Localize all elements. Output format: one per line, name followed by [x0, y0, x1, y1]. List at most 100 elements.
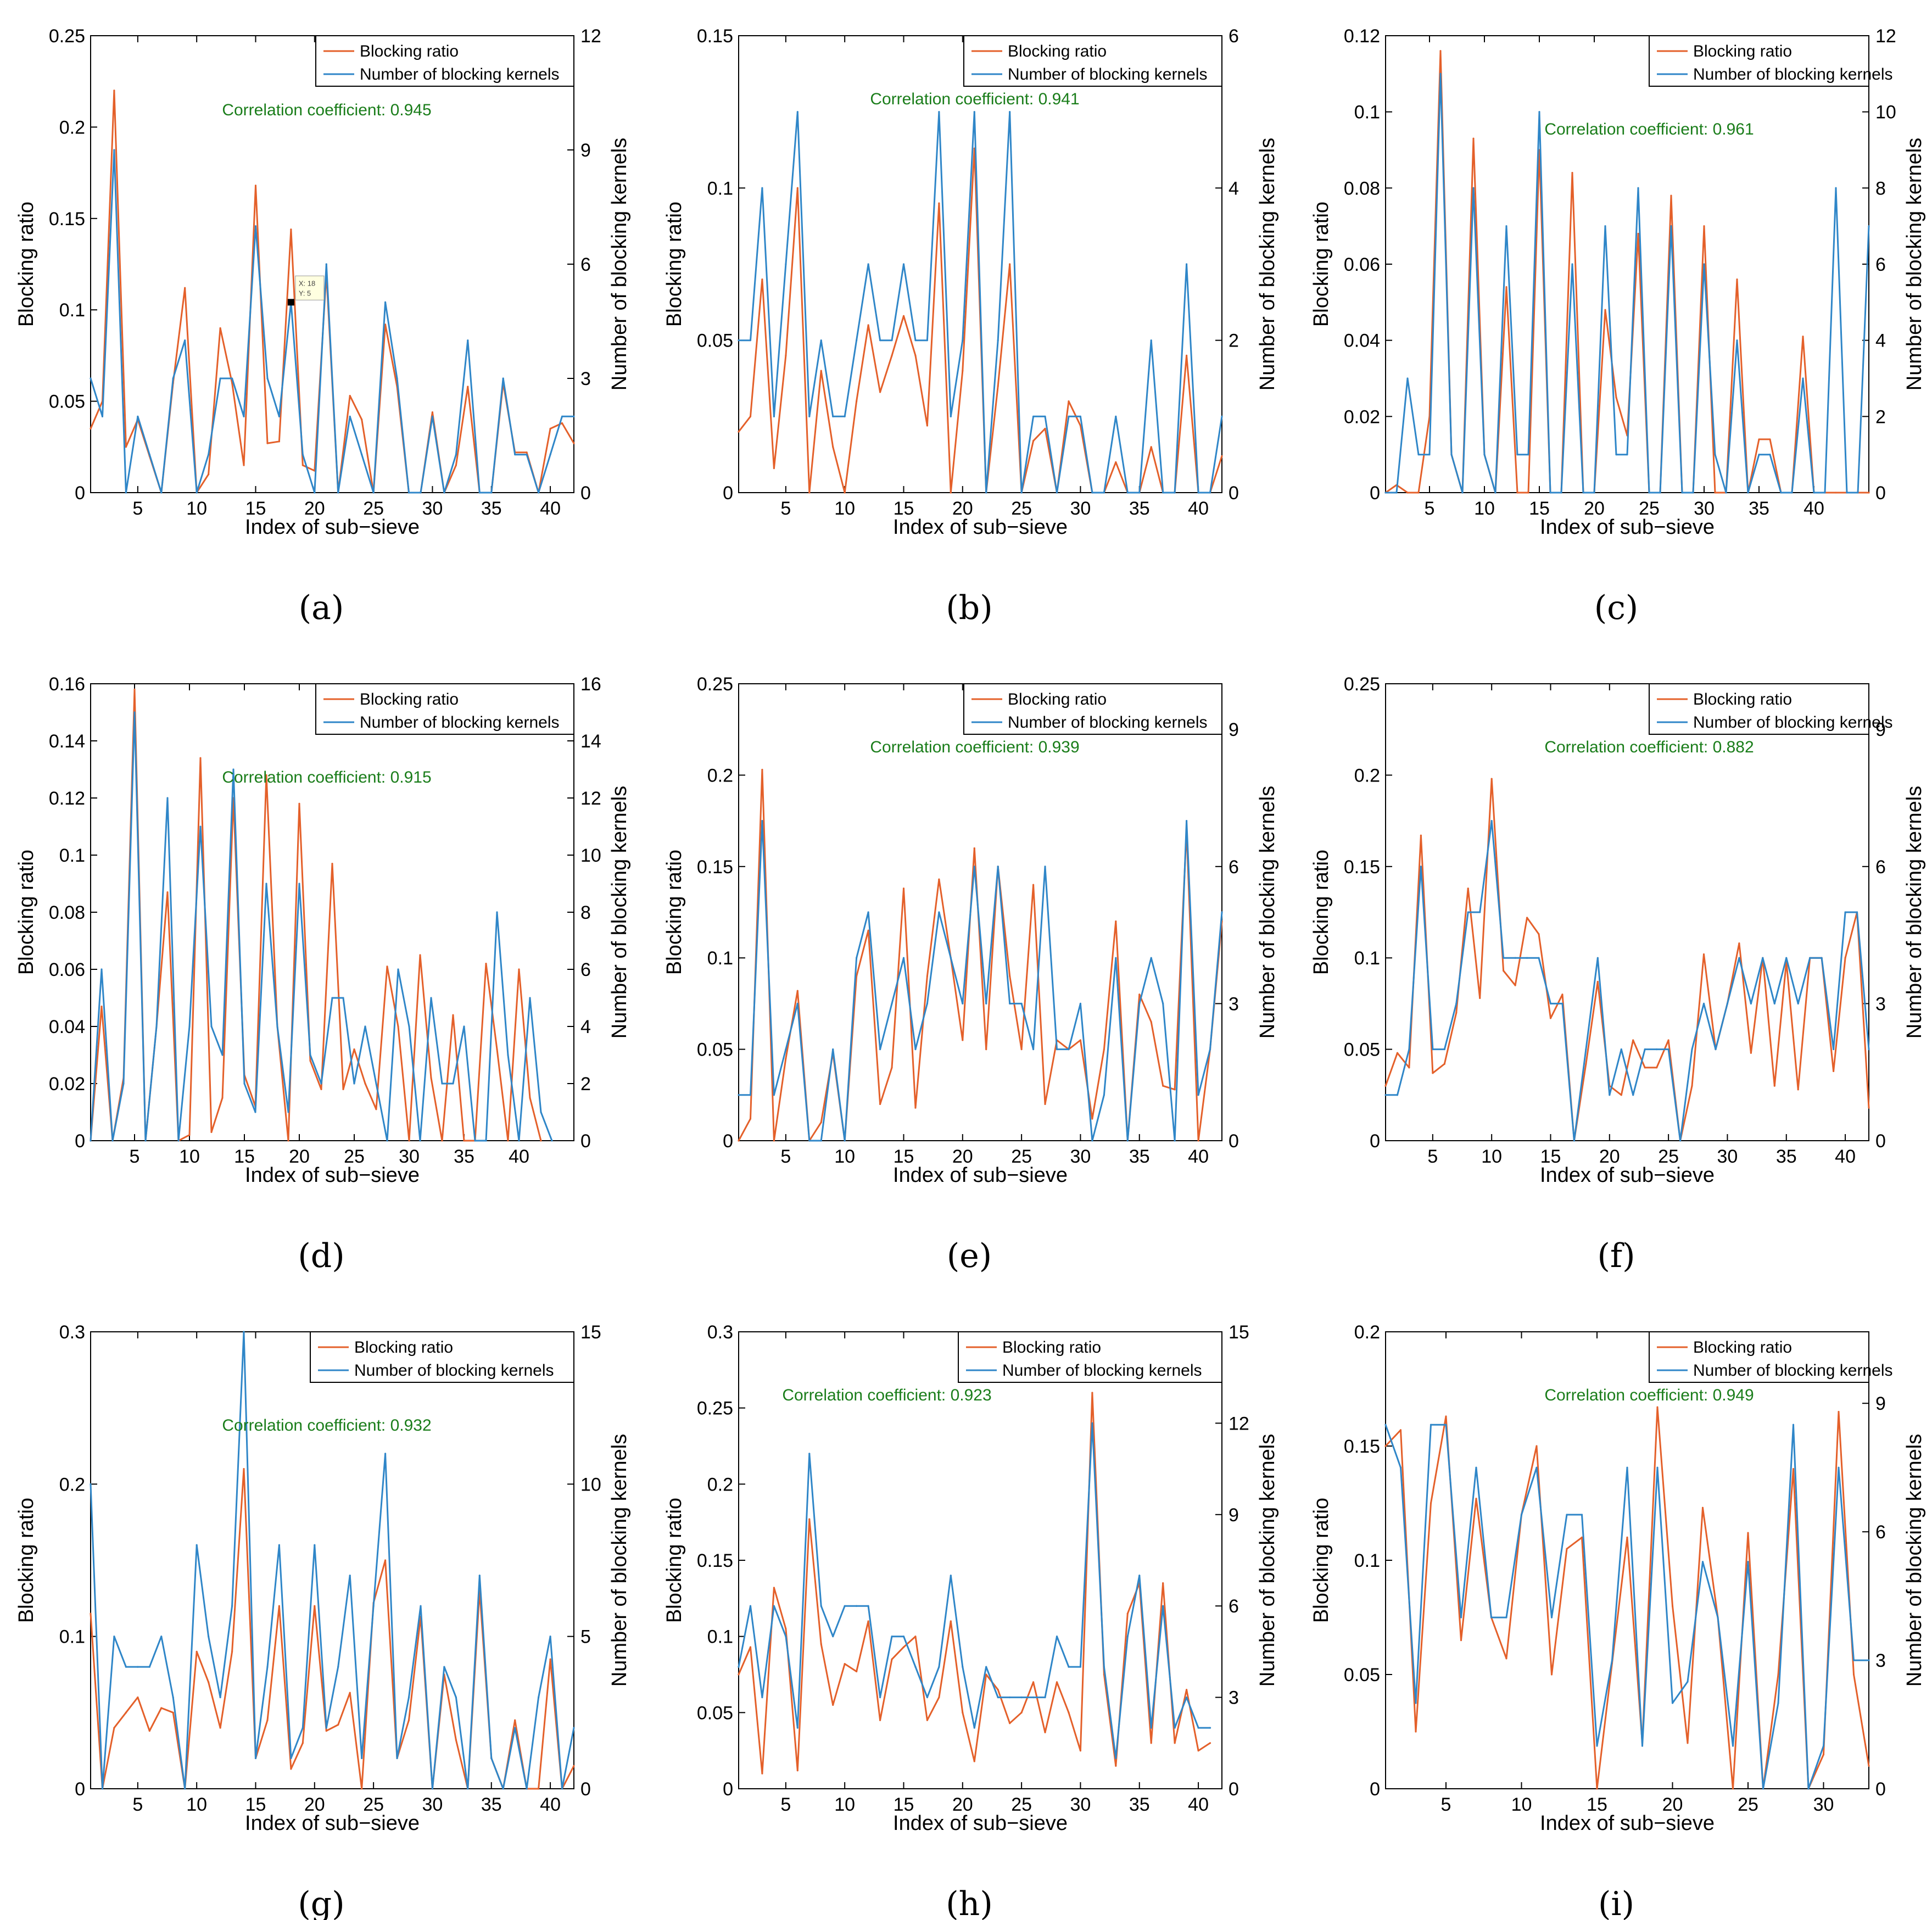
- x-tick-label: 5: [780, 1146, 791, 1167]
- series-points-blocking-kernels: [90, 149, 575, 494]
- data-point-blocking-ratio: [331, 863, 333, 865]
- data-point-blocking-kernels: [891, 339, 893, 342]
- data-point-blocking-kernels: [1221, 911, 1223, 913]
- data-point-blocking-ratio: [773, 467, 775, 470]
- data-point-blocking-kernels: [490, 492, 493, 494]
- data-point-blocking-kernels: [1758, 454, 1760, 456]
- correlation-annotation: Correlation coefficient: 0.961: [1544, 120, 1754, 138]
- data-point-blocking-kernels: [1717, 1616, 1719, 1618]
- y-left-tick-label: 0: [75, 1779, 85, 1800]
- y-left-tick-label: 0.04: [49, 1017, 85, 1037]
- series-line-blocking-ratio: [1384, 778, 1870, 1142]
- legend-label: Number of blocking kernels: [1693, 713, 1893, 732]
- y-left-tick-label: 0.2: [59, 117, 85, 138]
- series-points-blocking-kernels: [90, 1331, 575, 1790]
- data-point-blocking-ratio: [1115, 1765, 1117, 1767]
- y-right-tick-label: 6: [580, 959, 591, 980]
- data-point-blocking-kernels: [808, 1140, 811, 1142]
- data-point-blocking-ratio: [1792, 1468, 1795, 1470]
- data-point-blocking-ratio: [761, 768, 763, 771]
- data-point-blocking-ratio: [1479, 997, 1481, 1000]
- data-point-blocking-kernels: [1479, 911, 1481, 913]
- data-point-blocking-ratio: [1620, 1094, 1622, 1096]
- data-point-blocking-kernels: [1103, 1666, 1105, 1668]
- legend-box: [1649, 35, 1869, 87]
- data-point-blocking-kernels: [808, 1453, 811, 1455]
- y-left-tick-label: 0.05: [697, 1703, 733, 1723]
- data-point-blocking-kernels: [232, 768, 234, 771]
- data-point-blocking-ratio: [1415, 1731, 1417, 1733]
- data-point-blocking-kernels: [540, 1111, 542, 1113]
- y-right-tick-label: 10: [580, 1474, 601, 1495]
- data-point-blocking-ratio: [902, 888, 905, 890]
- data-point-blocking-ratio: [844, 1662, 846, 1665]
- y-right-tick-label: 3: [1875, 1650, 1886, 1671]
- data-point-blocking-kernels: [950, 1575, 952, 1577]
- y-left-tick-label: 0.25: [49, 26, 85, 47]
- data-point-blocking-ratio: [808, 492, 811, 494]
- data-point-blocking-kernels: [796, 111, 799, 113]
- data-point-blocking-kernels: [973, 866, 975, 868]
- data-point-blocking-kernels: [538, 492, 540, 494]
- data-point-blocking-ratio: [891, 1067, 893, 1069]
- data-point-blocking-ratio: [738, 1673, 740, 1676]
- data-point-blocking-kernels: [1561, 1002, 1564, 1004]
- x-tick-label: 10: [179, 1146, 200, 1167]
- panel-label: (b): [946, 589, 992, 627]
- data-point-blocking-kernels: [796, 1002, 799, 1004]
- data-point-blocking-kernels: [148, 1666, 150, 1668]
- data-point-blocking-kernels: [856, 957, 858, 959]
- data-point-blocking-ratio: [386, 965, 388, 968]
- series-points-blocking-ratio: [1384, 778, 1870, 1142]
- data-point-blocking-ratio: [309, 1059, 311, 1062]
- data-point-blocking-kernels: [210, 1025, 213, 1028]
- legend-label: Blocking ratio: [1693, 1338, 1792, 1357]
- y-left-axis-label: Blocking ratio: [1310, 1498, 1333, 1623]
- y-right-tick-label: 3: [1875, 994, 1886, 1014]
- y-left-tick-label: 0.04: [1344, 331, 1380, 351]
- data-point-blocking-kernels: [749, 339, 752, 342]
- data-point-blocking-kernels: [938, 111, 940, 113]
- data-point-blocking-kernels: [342, 997, 344, 999]
- data-point-blocking-kernels: [573, 1727, 575, 1729]
- data-point-blocking-kernels: [1115, 415, 1117, 417]
- data-point-blocking-kernels: [1450, 454, 1453, 456]
- data-point-blocking-kernels: [1396, 1094, 1399, 1096]
- chart-panel-3: 5 10 15 20 25 30 35 40 0 0.02 0.04 0.06 0.08 0.1 0.12 0…: [1310, 26, 1926, 627]
- data-point-blocking-kernels: [1443, 1048, 1445, 1051]
- data-point-blocking-kernels: [1056, 492, 1058, 494]
- y-left-tick-label: 0.08: [49, 902, 85, 923]
- data-point-blocking-kernels: [420, 492, 422, 494]
- y-right-tick-label: 16: [580, 674, 601, 695]
- data-point-blocking-ratio: [749, 1118, 752, 1120]
- x-tick-label: 30: [1070, 1794, 1091, 1815]
- data-point-blocking-ratio: [529, 1097, 531, 1099]
- data-point-blocking-kernels: [1835, 187, 1837, 189]
- data-point-blocking-ratio: [785, 1057, 787, 1059]
- data-point-blocking-kernels: [1162, 1002, 1164, 1004]
- legend-label: Blocking ratio: [1008, 690, 1107, 708]
- x-tick-label: 25: [1011, 498, 1032, 519]
- y-right-tick-label: 3: [580, 369, 591, 389]
- x-tick-label: 5: [1427, 1146, 1438, 1167]
- data-point-blocking-kernels: [1868, 1048, 1870, 1051]
- y-left-tick-label: 0.1: [1354, 102, 1380, 123]
- data-point-blocking-ratio: [1596, 1788, 1598, 1790]
- data-point-blocking-kernels: [938, 1666, 940, 1668]
- data-point-blocking-ratio: [467, 386, 469, 388]
- data-point-blocking-ratio: [125, 1711, 127, 1714]
- data-point-blocking-kernels: [785, 1636, 787, 1638]
- data-point-blocking-kernels: [820, 1605, 822, 1607]
- data-point-blocking-kernels: [832, 415, 834, 417]
- data-point-blocking-kernels: [1809, 957, 1811, 959]
- y-right-tick-label: 2: [1875, 406, 1886, 427]
- data-point-blocking-ratio: [938, 878, 940, 880]
- data-point-blocking-ratio: [1644, 1067, 1646, 1069]
- data-point-blocking-ratio: [375, 1108, 377, 1110]
- data-point-blocking-kernels: [1162, 492, 1164, 494]
- data-point-blocking-kernels: [1126, 1140, 1129, 1142]
- data-point-blocking-kernels: [353, 1082, 355, 1085]
- data-point-blocking-ratio: [832, 446, 834, 448]
- data-point-blocking-ratio: [1585, 1063, 1587, 1065]
- data-point-blocking-ratio: [902, 315, 905, 317]
